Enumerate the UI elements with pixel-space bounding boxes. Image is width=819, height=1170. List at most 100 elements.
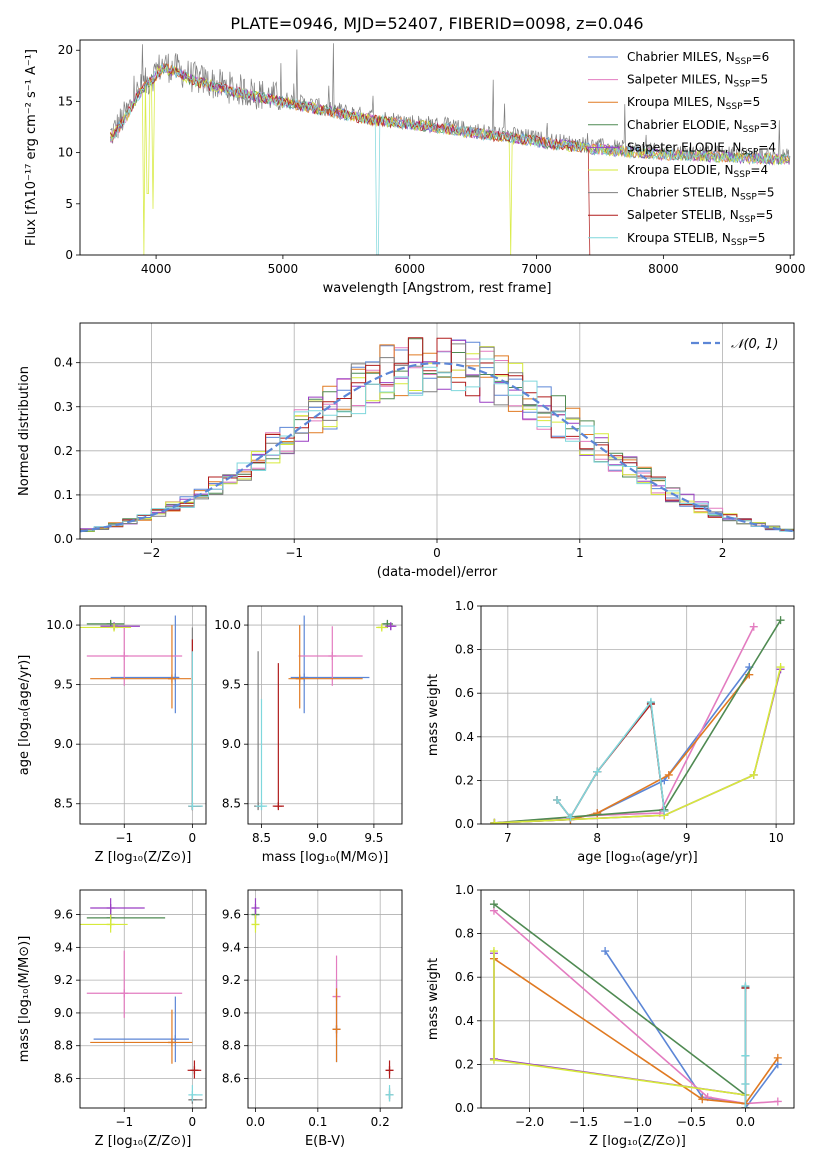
kroupa-stelib-weight-marker — [741, 981, 750, 990]
kroupa-stelib-weight-marker — [553, 796, 562, 805]
x-tick-label: 4000 — [141, 262, 172, 276]
y-tick-label: 8.6 — [222, 1071, 241, 1085]
chabrier-elodie-weight-marker — [776, 616, 785, 625]
mass_vs_Z-frame — [79, 889, 207, 1109]
legend-entry: 𝒩(0, 1) — [731, 337, 778, 352]
x-tick-label: 0.0 — [246, 1115, 265, 1129]
weight_vs_Z-frame — [480, 889, 795, 1109]
kroupa-stelib-histogram — [80, 358, 794, 532]
kroupa-stelib-weight-marker — [741, 1051, 750, 1060]
y-tick-label: 0.8 — [455, 927, 474, 941]
y-axis-label: age [log₁₀(age/yr)] — [17, 655, 32, 776]
y-tick-label: 9.0 — [54, 737, 73, 751]
x-tick-label: 2 — [719, 546, 727, 560]
x-tick-label: 9.5 — [364, 831, 383, 845]
kroupa-stelib-marker — [188, 1090, 197, 1099]
salpeter-miles-weight-line — [494, 626, 755, 824]
kroupa-stelib-marker — [188, 802, 197, 811]
y-tick-label: 10 — [58, 146, 73, 160]
kroupa-stelib-weight-marker — [593, 767, 602, 776]
y-tick-label: 0.1 — [54, 488, 73, 502]
kroupa-elodie-weight-marker — [749, 770, 758, 779]
kroupa-stelib-weight-line — [556, 699, 666, 819]
spectrum-axes: 4000 5000 6000 7000 8000 9000 0 5 10 15 20 waveleng… — [24, 43, 805, 296]
x-tick-label: 9.0 — [308, 831, 327, 845]
salpeter-stelib-marker — [190, 1066, 199, 1075]
chabrier-miles-marker — [300, 673, 309, 682]
x-tick-label: 10 — [768, 831, 783, 845]
age_vs_Z-frame — [79, 605, 207, 825]
kroupa-elodie-weight-marker — [489, 1056, 498, 1065]
kroupa-elodie-marker — [251, 920, 260, 929]
kroupa-elodie-marker — [377, 623, 386, 632]
x-tick-label: 0 — [189, 1115, 197, 1129]
x-tick-label: −0.5 — [677, 1115, 706, 1129]
y-tick-label: 0.2 — [455, 1057, 474, 1071]
x-tick-label: −1.0 — [623, 1115, 652, 1129]
kroupa-elodie-weight-line — [494, 666, 782, 824]
x-tick-label: 7000 — [521, 262, 552, 276]
y-tick-label: 10.0 — [214, 618, 241, 632]
x-tick-label: −1.5 — [569, 1115, 598, 1129]
y-tick-label: 1.0 — [455, 599, 474, 613]
y-tick-label: 8.6 — [54, 1071, 73, 1085]
figure-title: PLATE=0946, MJD=52407, FIBERID=0098, z=0… — [230, 14, 643, 33]
x-tick-label: 9 — [683, 831, 691, 845]
x-tick-label: 8.5 — [252, 831, 271, 845]
x-axis-label: mass [log₁₀(M/M⊙)] — [262, 850, 389, 865]
y-axis-label: Flux [fλ10⁻¹⁷ erg cm⁻² s⁻¹ A⁻¹] — [24, 49, 39, 246]
y-tick-label: 9.2 — [54, 973, 73, 987]
y-tick-label: 0.6 — [455, 970, 474, 984]
x-tick-label: 5000 — [268, 262, 299, 276]
x-axis-label: Z [log₁₀(Z/Z⊙)] — [95, 1134, 192, 1149]
y-tick-label: 0.0 — [455, 817, 474, 831]
y-tick-label: 9.0 — [54, 1006, 73, 1020]
y-tick-label: 0.2 — [54, 444, 73, 458]
age_vs_Z-axes: −1 0 8.5 9.0 9.5 10.0 Z [log₁₀(Z/Z⊙)] age [log₁… — [17, 606, 206, 865]
y-tick-label: 5 — [65, 197, 73, 211]
y-tick-label: 9.0 — [222, 1006, 241, 1020]
mass_vs_Z-axes: −1 0 8.6 8.8 9.0 9.2 9.4 9.6 Z [log₁₀(Z/Z⊙)] mass… — [17, 890, 206, 1149]
chabrier-elodie-weight-marker — [489, 900, 498, 909]
legend-entry: Salpeter STELIB, NSSP=5 — [627, 208, 773, 225]
kroupa-elodie-weight-marker — [490, 818, 499, 824]
age_vs_mass-frame — [247, 605, 403, 825]
x-tick-label: 0 — [189, 831, 197, 845]
legend-entry: Kroupa ELODIE, NSSP=4 — [627, 163, 768, 180]
salpeter-stelib-marker — [385, 1066, 394, 1075]
y-tick-label: 9.4 — [54, 940, 73, 954]
chabrier-stelib-weight-line — [556, 700, 666, 819]
weight-vs-Z-lines — [489, 900, 782, 1108]
legend-entry: Salpeter MILES, NSSP=5 — [627, 73, 768, 90]
salpeter-miles-marker — [120, 989, 129, 998]
spectrum-legend: Chabrier MILES, NSSP=6 Salpeter MILES, NS… — [588, 50, 777, 248]
kroupa-elodie-weight-line — [493, 951, 747, 1108]
kroupa-miles-weight-line — [494, 674, 750, 824]
y-tick-label: 9.6 — [54, 908, 73, 922]
y-tick-label: 20 — [58, 43, 73, 57]
x-tick-label: 8 — [593, 831, 601, 845]
kroupa-stelib-weight-marker — [566, 813, 575, 822]
legend-entry: Chabrier MILES, NSSP=6 — [627, 50, 769, 67]
y-axis-label: Normed distribution — [17, 366, 32, 496]
x-axis-label: E(B-V) — [305, 1134, 345, 1149]
kroupa-stelib-model-line — [110, 63, 790, 255]
kroupa-elodie-weight-marker — [489, 947, 498, 956]
age_vs_mass-axes: 8.5 9.0 9.5 8.5 9.0 9.5 10.0 mass [log₁₀(M/M⊙)] — [214, 606, 402, 865]
age-vs-Z-points — [80, 615, 203, 811]
x-axis-label: Z [log₁₀(Z/Z⊙)] — [95, 850, 192, 865]
normal-curve — [80, 361, 794, 533]
y-tick-label: 8.8 — [54, 1039, 73, 1053]
x-tick-label: −1 — [285, 546, 303, 560]
legend-entry: Kroupa MILES, NSSP=5 — [627, 95, 760, 112]
salpeter-miles-marker — [120, 652, 129, 661]
kroupa-miles-weight-marker — [698, 1095, 707, 1104]
kroupa-stelib-weight-marker — [741, 1080, 750, 1089]
salpeter-elodie-marker — [251, 904, 260, 913]
salpeter-miles-marker — [328, 652, 337, 661]
residuals-frame — [79, 322, 795, 540]
y-tick-label: 0.6 — [455, 686, 474, 700]
kroupa-miles-marker — [167, 1038, 176, 1047]
kroupa-miles-weight-marker — [664, 770, 673, 779]
